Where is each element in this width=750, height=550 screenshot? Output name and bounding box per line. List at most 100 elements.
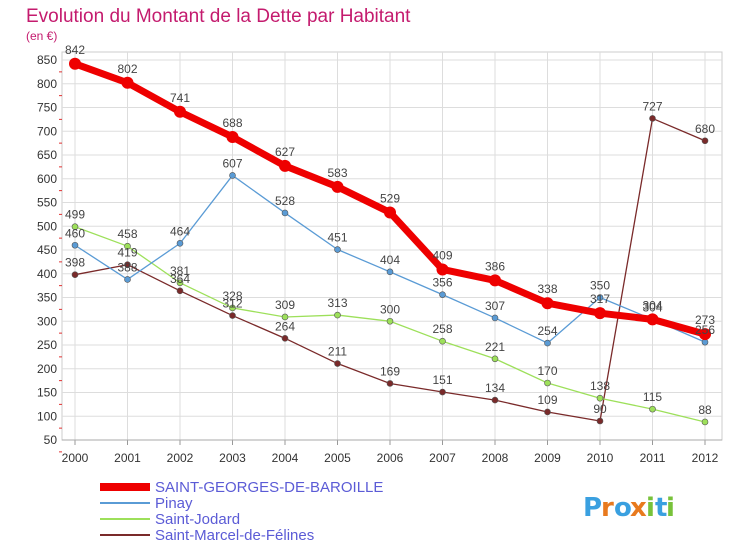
- data-point: [281, 209, 289, 217]
- x-tick-label: 2006: [377, 451, 404, 465]
- data-label: 419: [117, 246, 137, 260]
- data-point: [541, 297, 554, 310]
- data-label: 460: [65, 226, 85, 240]
- data-label: 256: [695, 323, 715, 337]
- logo-letter: t: [655, 493, 667, 523]
- data-label: 499: [65, 208, 85, 222]
- data-label: 338: [537, 282, 557, 296]
- series-3: [71, 223, 709, 426]
- data-label: 88: [698, 403, 712, 417]
- data-label: 273: [695, 313, 715, 327]
- data-label: 307: [485, 299, 505, 313]
- data-label: 304: [642, 300, 662, 314]
- logo-letter: r: [601, 493, 614, 523]
- x-tick-label: 2000: [62, 451, 89, 465]
- legend-entry: SAINT-GEORGES-DE-BAROILLE: [100, 479, 383, 496]
- data-label: 388: [117, 260, 137, 274]
- data-label: 134: [485, 381, 505, 395]
- data-label-layer: 842 802 741 688 627 583 529 409 386 338 317 304 273 4…: [65, 43, 715, 417]
- data-label: 170: [537, 364, 557, 378]
- data-point: [596, 294, 604, 301]
- data-point: [229, 172, 236, 179]
- data-label: 254: [537, 324, 557, 338]
- data-label: 409: [432, 248, 452, 262]
- y-tick-label: 150: [37, 386, 57, 400]
- data-label: 221: [485, 340, 505, 354]
- data-point: [176, 279, 184, 287]
- x-tick-label: 2009: [534, 451, 561, 465]
- data-point: [69, 57, 81, 70]
- data-point: [174, 105, 186, 118]
- data-point: [124, 276, 131, 283]
- x-tick-label: 2007: [429, 451, 456, 465]
- y-tick-label: 600: [37, 172, 57, 186]
- data-point: [649, 115, 656, 122]
- data-point: [71, 271, 79, 279]
- proxiti-logo: Pr ox i ti: [583, 493, 675, 523]
- legend-label: Saint-Marcel-de-Félines: [155, 527, 314, 544]
- data-point: [386, 380, 394, 387]
- data-point: [71, 241, 79, 249]
- data-label: 451: [327, 231, 347, 245]
- chart-title: Evolution du Montant de la Dette par Hab…: [26, 6, 411, 27]
- data-point: [491, 355, 499, 363]
- data-point: [439, 337, 446, 345]
- legend-entry: Saint-Jodard: [100, 511, 240, 528]
- data-point: [439, 291, 446, 298]
- data-label: 741: [170, 91, 190, 105]
- axis-layer: 50 100 150 200 250 300 350 400 450 500 550 600 650 70…: [37, 53, 722, 465]
- data-point: [176, 287, 184, 295]
- data-label: 680: [695, 122, 715, 136]
- logo-letter: o: [614, 493, 632, 523]
- y-tick-label: 450: [37, 243, 57, 257]
- legend: SAINT-GEORGES-DE-BAROILLEPinaySaint-Joda…: [100, 479, 383, 544]
- data-point: [334, 360, 341, 367]
- x-tick-label: 2002: [167, 451, 194, 465]
- data-label: 464: [170, 224, 190, 238]
- data-label: 381: [170, 264, 190, 278]
- y-tick-label: 800: [37, 77, 57, 91]
- series-layer: [69, 57, 711, 426]
- data-label: 115: [643, 390, 662, 404]
- data-point: [699, 328, 711, 341]
- y-tick-label: 50: [44, 433, 58, 447]
- plot-area: [61, 51, 723, 441]
- data-point: [489, 274, 501, 287]
- y-tick-label: 750: [37, 101, 57, 115]
- logo-text: Pr ox i ti: [583, 493, 675, 523]
- data-label: 169: [380, 364, 400, 378]
- y-tick-label: 350: [37, 291, 57, 305]
- data-point: [124, 261, 131, 269]
- data-point: [649, 405, 656, 413]
- data-label: 328: [222, 289, 242, 303]
- data-point: [596, 394, 604, 402]
- data-label: 727: [642, 99, 662, 113]
- data-label: 304: [642, 298, 662, 312]
- series-2: [71, 172, 709, 347]
- data-label: 627: [275, 145, 295, 159]
- y-tick-label: 700: [37, 124, 57, 138]
- data-label: 356: [432, 276, 452, 290]
- y-tick-label: 100: [37, 409, 57, 423]
- y-tick-label: 850: [37, 53, 57, 67]
- x-tick-label: 2003: [219, 451, 246, 465]
- data-label: 398: [65, 256, 85, 270]
- legend-entry: Saint-Marcel-de-Félines: [100, 527, 314, 544]
- y-tick-label: 650: [37, 148, 57, 162]
- chart-subtitle: (en €): [26, 29, 57, 43]
- legend-label: Pinay: [155, 495, 193, 512]
- legend-label: Saint-Jodard: [155, 511, 240, 528]
- data-point: [334, 246, 341, 253]
- x-tick-label: 2001: [114, 451, 141, 465]
- data-label: 300: [380, 302, 400, 316]
- data-point: [229, 312, 236, 319]
- data-label: 842: [65, 43, 85, 57]
- data-label: 109: [537, 393, 557, 407]
- data-label: 258: [432, 322, 452, 336]
- data-point: [386, 268, 394, 276]
- data-point: [331, 180, 344, 193]
- data-label: 312: [222, 297, 242, 311]
- data-label: 313: [327, 296, 347, 310]
- y-tick-label: 550: [37, 196, 57, 210]
- data-label: 688: [222, 116, 242, 130]
